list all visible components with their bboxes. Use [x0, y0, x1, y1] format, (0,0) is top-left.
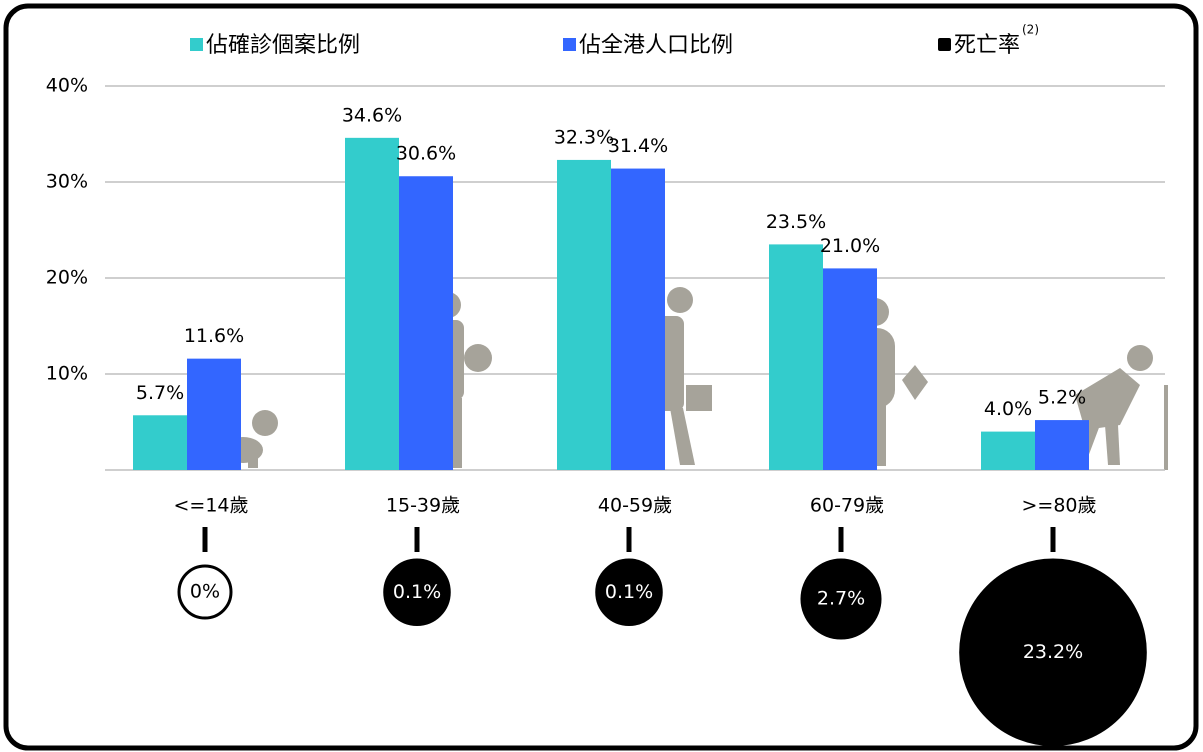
y-tick-label: 10% — [46, 363, 88, 385]
death-rate-label: 0.1% — [393, 581, 441, 603]
death-rate-circle — [959, 558, 1147, 747]
x-tick-label: 40-59歲 — [598, 495, 672, 517]
legend-swatch — [938, 38, 951, 51]
value-label: 32.3% — [554, 126, 614, 148]
value-label: 11.6% — [184, 325, 244, 347]
value-label: 31.4% — [608, 135, 668, 157]
value-label: 23.5% — [766, 211, 826, 233]
bar — [611, 168, 665, 470]
bar — [187, 358, 241, 470]
value-label: 4.0% — [984, 398, 1032, 420]
death-rate-label: 0% — [190, 581, 220, 603]
bar — [769, 244, 823, 470]
bar — [133, 415, 187, 470]
bar — [1035, 420, 1089, 470]
x-tick-label: <=14歲 — [173, 495, 248, 517]
death-rate-label: 2.7% — [817, 588, 865, 610]
death-rate-circle — [383, 558, 451, 627]
bar — [399, 176, 453, 471]
value-label: 30.6% — [396, 143, 456, 165]
death-rate-circle — [177, 564, 233, 620]
legend-swatch — [190, 38, 203, 51]
y-tick-label: 20% — [46, 267, 88, 289]
death-rate-circle — [800, 558, 882, 640]
bar — [557, 159, 611, 471]
legend-label: 死亡率 — [954, 33, 1020, 58]
value-label: 5.7% — [136, 382, 184, 404]
bar — [823, 268, 877, 470]
death-rate-circle — [595, 558, 663, 627]
x-tick-label: 15-39歲 — [386, 495, 460, 517]
value-label: 34.6% — [342, 104, 402, 126]
value-label: 5.2% — [1038, 387, 1086, 409]
x-tick-label: >=80歲 — [1021, 495, 1096, 517]
death-rate-label: 23.2% — [1023, 641, 1083, 663]
y-tick-label: 40% — [46, 75, 88, 97]
legend-label: 佔確診個案比例 — [206, 33, 360, 58]
legend-note: (2) — [1022, 23, 1039, 37]
x-tick-label: 60-79歲 — [810, 495, 884, 517]
value-label: 21.0% — [820, 235, 880, 257]
death-rate-label: 0.1% — [605, 581, 653, 603]
bar — [981, 431, 1035, 470]
y-tick-label: 30% — [46, 171, 88, 193]
legend-swatch — [563, 38, 576, 51]
legend-label: 佔全港人口比例 — [579, 33, 733, 58]
bar — [345, 137, 399, 470]
